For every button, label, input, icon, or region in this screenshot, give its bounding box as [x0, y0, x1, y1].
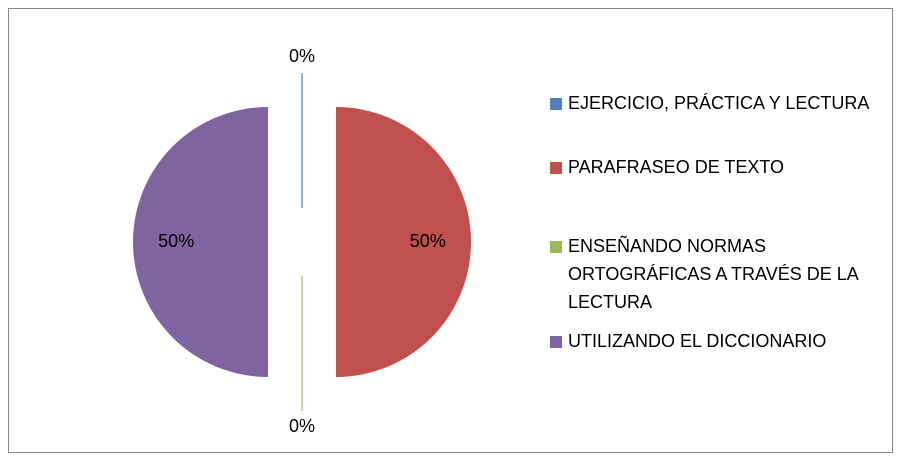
- legend-swatch: [550, 336, 562, 348]
- legend-label: PARAFRASEO DE TEXTO: [568, 157, 784, 177]
- legend-swatch: [550, 241, 562, 253]
- pie-slice: [133, 107, 268, 377]
- legend-label: ENSEÑANDO NORMAS ORTOGRÁFICAS A TRAVÉS DE…: [568, 235, 859, 312]
- data-label: 0%: [289, 416, 315, 436]
- legend-swatch: [550, 98, 562, 110]
- legend-label: UTILIZANDO EL DICCIONARIO: [568, 331, 826, 351]
- pie-slice: [336, 107, 471, 377]
- legend-label: EJERCICIO, PRÁCTICA Y LECTURA: [568, 93, 869, 113]
- legend-swatch: [550, 162, 562, 174]
- data-label: 0%: [289, 46, 315, 66]
- data-label: 50%: [410, 231, 446, 251]
- data-label: 50%: [158, 231, 194, 251]
